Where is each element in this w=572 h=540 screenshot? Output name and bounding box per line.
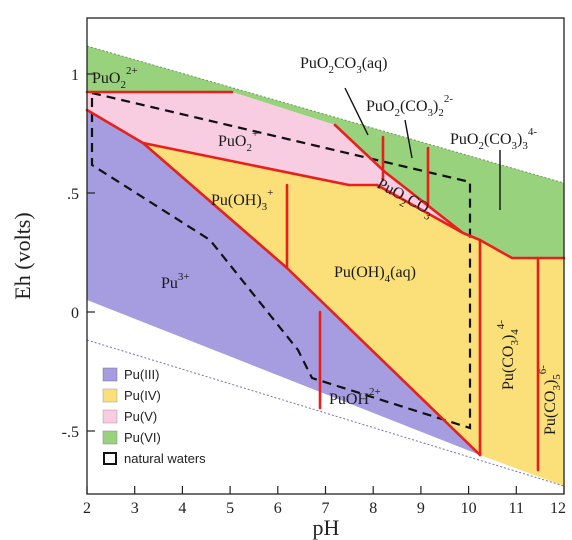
x-tick-label: 5 (226, 500, 234, 517)
legend-swatch-pu-vi (102, 430, 118, 445)
label-puoh4-aq: Pu(OH)4(aq) (334, 264, 416, 285)
x-tick-label: 8 (369, 500, 377, 517)
water-upper-limit (86, 45, 565, 184)
boundary-line (141, 141, 351, 187)
legend-label-pu-iii: Pu(III) (124, 367, 159, 382)
y-tick-label: .5 (67, 186, 79, 203)
leader-line (344, 87, 369, 136)
y-axis-title: Eh (volts) (10, 212, 35, 299)
legend-label-pu-iv: Pu(IV) (124, 388, 161, 403)
x-tick-label: 3 (131, 500, 139, 517)
legend-label-natural-waters: natural waters (124, 451, 206, 466)
y-tick-label: -.5 (62, 424, 79, 441)
y-tick-marks (87, 73, 95, 432)
region-pu-v (87, 92, 463, 233)
x-tick-label: 11 (509, 500, 524, 517)
x-tick-label: 12 (550, 500, 566, 517)
y-axis: 1 .5 0 -.5 Eh (volts) (10, 67, 95, 441)
legend-label-pu-v: Pu(V) (124, 409, 157, 424)
legend-swatch-pu-v (102, 409, 118, 424)
region-pu-vi (87, 46, 564, 258)
y-tick-label: 0 (71, 305, 79, 322)
label-puo2co32-2minus: PuO2(CO3)22- (366, 93, 453, 119)
region-pu-iii (87, 110, 480, 455)
x-tick-label: 7 (322, 500, 330, 517)
water-lower-limit (86, 339, 565, 487)
boundary-line (85, 108, 145, 145)
region-pu-iv-main (143, 143, 480, 455)
x-tick-label: 4 (178, 500, 186, 517)
x-tick-label: 6 (274, 500, 282, 517)
boundary-line (375, 183, 465, 235)
legend-label-pu-vi: Pu(VI) (124, 430, 161, 445)
label-puo2co33-4minus: PuO2(CO3)34- (450, 126, 537, 152)
x-axis: 2 3 4 5 6 7 8 9 10 11 12 pH (83, 486, 566, 540)
y-tick-label: 1 (71, 67, 79, 84)
boundary-line (285, 266, 482, 457)
legend-swatch-pu-iv (102, 388, 118, 403)
x-tick-label: 9 (417, 500, 425, 517)
stability-regions (87, 46, 564, 486)
x-tick-label: 2 (83, 500, 91, 517)
x-tick-marks (86, 486, 565, 494)
legend-swatch-pu-iii (102, 367, 118, 382)
label-puo2co3-aq: PuO2CO3(aq) (300, 55, 387, 76)
boundary-line (141, 141, 289, 270)
natural-waters-boundary (90, 91, 472, 430)
boundary-line (333, 123, 566, 260)
leader-line (404, 119, 413, 159)
label-puoh-2plus: PuOH2+ (329, 386, 381, 408)
species-boundaries (85, 90, 566, 472)
x-tick-label: 10 (461, 500, 477, 517)
x-axis-title: pH (313, 515, 340, 540)
legend-swatch-natural-waters (103, 452, 117, 465)
legend: Pu(III) Pu(IV) Pu(V) Pu(VI) natural wate… (102, 367, 206, 466)
region-pu-iv-carbonate (480, 240, 564, 486)
